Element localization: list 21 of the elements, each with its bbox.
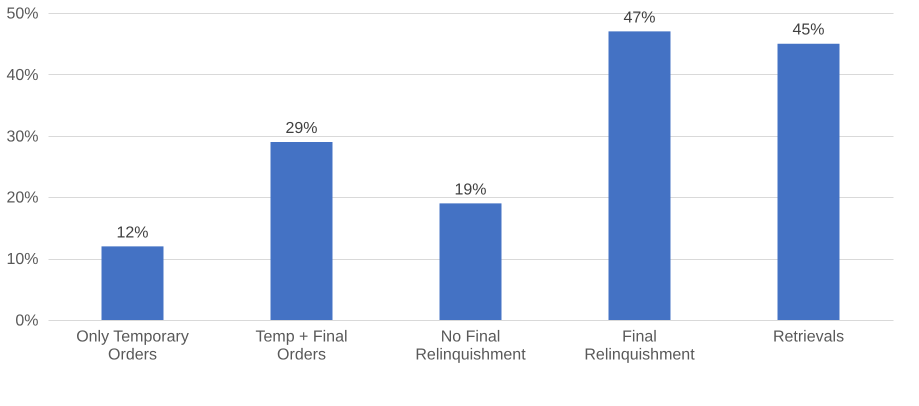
bar	[102, 246, 164, 320]
y-tick-label: 40%	[6, 66, 38, 84]
x-tick-label: No Final Relinquishment	[415, 328, 526, 364]
data-label: 45%	[792, 22, 825, 39]
x-tick-label: Retrievals	[772, 328, 844, 346]
bar	[270, 142, 332, 320]
x-tick-label: Only Temporary Orders	[76, 328, 189, 364]
y-tick-label: 20%	[6, 190, 38, 207]
data-label: 47%	[623, 9, 656, 26]
bar	[608, 31, 670, 320]
y-tick-label: 50%	[6, 6, 38, 22]
bar	[778, 44, 840, 320]
bar	[440, 203, 502, 320]
y-tick-label: 10%	[6, 251, 38, 268]
x-tick-label: Temp + Final Orders	[255, 328, 348, 364]
y-tick-label: 0%	[15, 312, 38, 330]
x-tick-label: Final Relinquishment	[584, 328, 696, 364]
data-label: 29%	[285, 120, 318, 137]
y-tick-label: 30%	[6, 128, 38, 146]
data-label: 19%	[454, 181, 487, 198]
data-label: 12%	[116, 224, 149, 242]
